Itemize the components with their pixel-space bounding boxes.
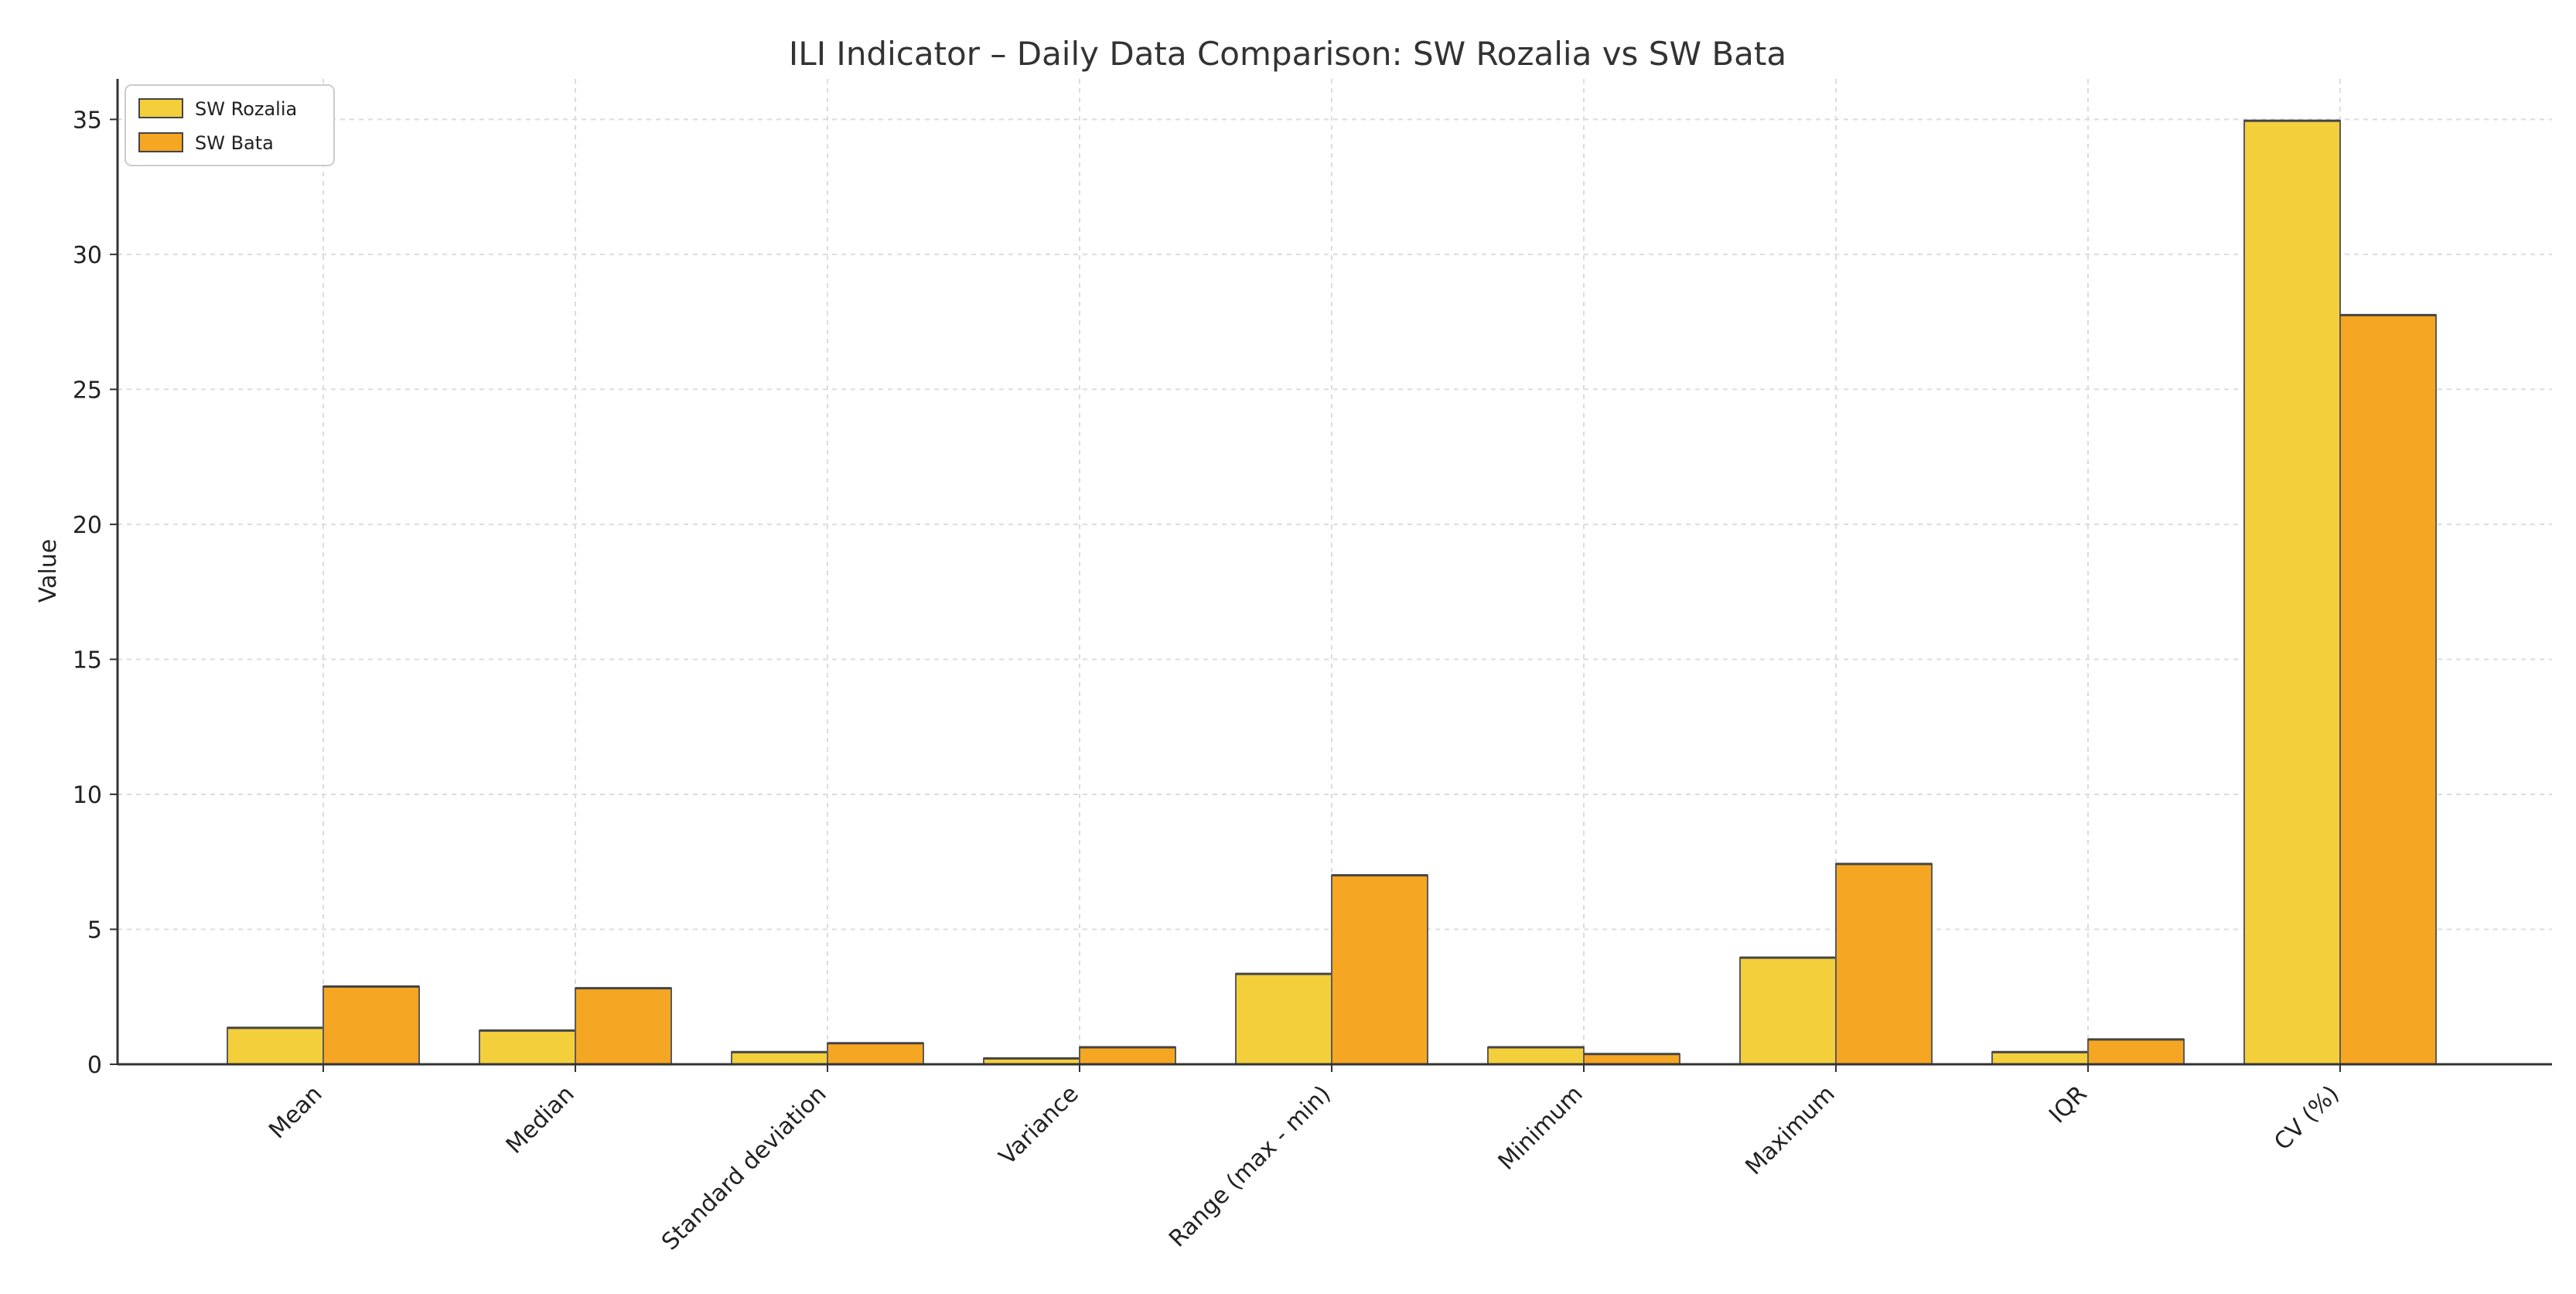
ticks-layer: 0 5 10 15 20 25 30 35 Mean Median Standard deviati… [73,107,2345,1255]
legend: SW Rozalia SW Bata [125,84,335,166]
x-tick-label: Standard deviation [657,1081,832,1256]
y-tick-label: 25 [73,377,102,404]
bar-sw-bata [1331,874,1428,1066]
bar-sw-bata [1835,863,1933,1065]
x-tick-label: Mean [264,1081,328,1145]
bar-sw-rozalia [227,1026,324,1065]
bar-sw-rozalia [479,1029,576,1066]
x-tick-label: Variance [994,1081,1083,1170]
x-tick-label: Minimum [1493,1081,1588,1176]
bar-sw-bata [2087,1038,2185,1065]
chart-title: ILI Indicator – Daily Data Comparison: S… [789,35,1786,73]
bar-sw-rozalia [1739,957,1837,1066]
bar-sw-rozalia [2243,120,2341,1066]
y-tick-label: 20 [73,512,102,539]
bar-sw-rozalia [1235,973,1332,1066]
x-tick-label: Median [501,1081,580,1159]
bar-sw-rozalia [1991,1051,2089,1065]
y-tick-label: 15 [73,647,102,674]
legend-swatch [138,98,183,118]
x-tick-label: Maximum [1740,1081,1840,1180]
y-tick-label: 10 [73,782,102,809]
x-tick-label: Range (max - min) [1164,1081,1336,1253]
bar-sw-bata [1583,1053,1680,1066]
axes-layer [110,79,2552,1072]
bar-sw-bata [827,1042,924,1065]
bar-sw-bata [322,985,420,1066]
bars-layer [227,119,2437,1066]
x-tick-label: IQR [2044,1081,2092,1128]
y-tick-label: 0 [87,1052,102,1079]
legend-swatch [138,132,183,152]
bar-sw-bata [2339,314,2437,1065]
y-tick-label: 5 [87,917,102,944]
y-tick-label: 30 [73,242,102,269]
legend-label: SW Rozalia [195,98,297,120]
x-tick-label: CV (%) [2269,1081,2345,1156]
y-tick-label: 35 [73,107,102,134]
bar-sw-rozalia [1487,1046,1585,1065]
bar-sw-bata [575,987,672,1066]
y-axis-label: Value [35,539,62,603]
legend-label: SW Bata [195,132,274,154]
bar-sw-rozalia [731,1051,828,1065]
bar-sw-bata [1079,1046,1176,1065]
